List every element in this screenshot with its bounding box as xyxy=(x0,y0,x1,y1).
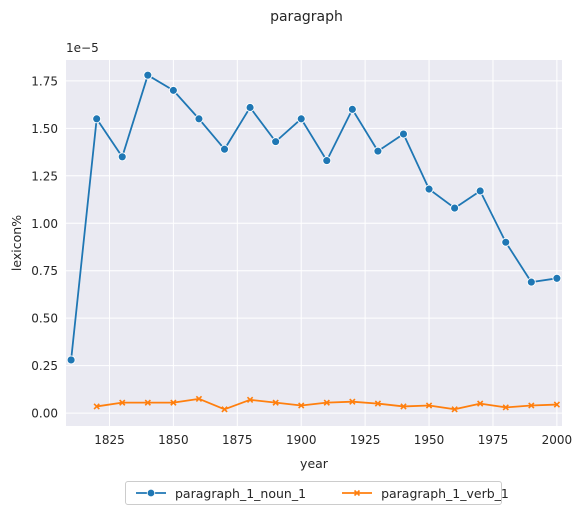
data-point xyxy=(246,396,254,403)
grid-lines xyxy=(66,60,562,426)
data-point xyxy=(271,137,281,147)
x-axis-label: year xyxy=(300,456,329,471)
y-axis-offset-text: 1e−5 xyxy=(66,41,99,55)
circle-marker-icon xyxy=(136,488,166,498)
data-point xyxy=(501,237,511,247)
y-tick-label: 0.75 xyxy=(31,264,58,278)
data-point xyxy=(298,402,305,409)
chart-title: paragraph xyxy=(270,9,343,25)
data-point xyxy=(347,104,357,114)
data-point xyxy=(92,114,102,124)
legend: paragraph_1_noun_1 paragraph_1_verb_1 xyxy=(125,481,509,505)
data-point xyxy=(373,146,383,156)
data-point xyxy=(221,406,228,413)
data-point xyxy=(296,114,306,124)
data-point xyxy=(143,70,153,80)
legend-label-noun: paragraph_1_noun_1 xyxy=(175,485,307,501)
x-tick-label: 1900 xyxy=(286,433,317,447)
plot-area xyxy=(66,60,562,426)
data-point xyxy=(195,395,203,403)
y-tick-label: 1.25 xyxy=(31,169,58,183)
x-marker-icon xyxy=(342,489,373,497)
data-point xyxy=(552,273,562,283)
data-point xyxy=(526,277,536,287)
data-point xyxy=(170,399,177,406)
y-tick-label: 0.25 xyxy=(31,359,58,373)
data-point xyxy=(245,103,255,112)
y-tick-label: 1.75 xyxy=(31,74,58,88)
data-point xyxy=(272,399,279,406)
data-point xyxy=(349,398,356,405)
y-tick-label: 1.50 xyxy=(31,122,58,136)
series-line-0 xyxy=(70,74,558,361)
data-point xyxy=(451,406,458,413)
data-point xyxy=(553,401,561,408)
data-point xyxy=(93,403,100,410)
data-point xyxy=(400,403,407,410)
data-point xyxy=(502,404,509,411)
series-layer xyxy=(66,70,562,413)
x-tick-label: 1825 xyxy=(94,433,125,447)
data-point xyxy=(323,399,330,406)
data-point xyxy=(399,129,408,139)
data-point xyxy=(528,402,535,409)
data-point xyxy=(117,152,127,162)
data-point xyxy=(477,400,484,407)
data-point xyxy=(322,156,332,166)
y-tick-label: 0.50 xyxy=(31,312,58,326)
data-point xyxy=(119,399,126,406)
data-point xyxy=(66,355,76,365)
legend-label-verb: paragraph_1_verb_1 xyxy=(381,485,509,501)
line-chart: 1825 1850 1875 1900 1925 1950 1975 2000 0.00 0.25… xyxy=(9,9,572,471)
data-point xyxy=(424,184,434,194)
data-point xyxy=(168,85,178,95)
y-tick-label: 1.00 xyxy=(31,217,58,231)
tick-labels: 1825 1850 1875 1900 1925 1950 1975 2000 0.00 0.25… xyxy=(31,74,572,447)
data-point xyxy=(220,144,229,154)
x-tick-label: 1950 xyxy=(414,433,445,447)
legend-item-noun: paragraph_1_noun_1 xyxy=(136,486,306,501)
data-point xyxy=(144,399,151,406)
x-tick-label: 1975 xyxy=(478,433,509,447)
data-point xyxy=(475,186,485,196)
x-tick-label: 2000 xyxy=(542,433,573,447)
x-tick-label: 1850 xyxy=(158,433,189,447)
data-point xyxy=(425,402,433,409)
data-point xyxy=(374,400,382,407)
data-point xyxy=(450,203,460,213)
legend-item-verb: paragraph_1_verb_1 xyxy=(342,486,509,501)
y-axis-label: lexicon% xyxy=(9,215,24,271)
y-tick-label: 0.00 xyxy=(31,407,58,421)
data-point xyxy=(194,114,204,124)
x-tick-label: 1925 xyxy=(350,433,381,447)
x-tick-label: 1875 xyxy=(222,433,253,447)
